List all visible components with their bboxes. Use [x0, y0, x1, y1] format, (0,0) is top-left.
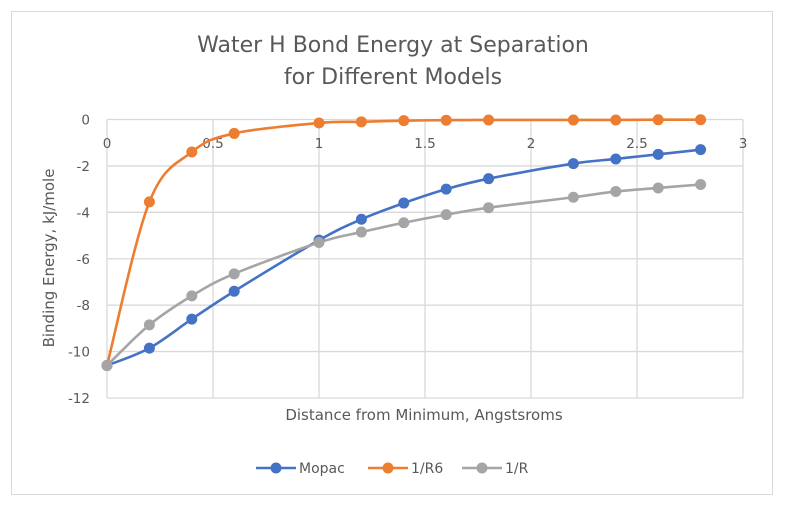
x-tick-label: 1 [315, 136, 324, 152]
chart-title-line1: Water H Bond Energy at Separation [197, 33, 589, 58]
chart-title-line2: for Different Models [283, 65, 503, 90]
y-tick-label: -10 [68, 345, 90, 361]
data-point-mopac [186, 313, 198, 325]
x-tick-label: 3 [739, 136, 748, 152]
y-tick-label: -8 [77, 298, 90, 314]
series-line-1-r [106, 183, 701, 367]
data-point-mopac [355, 213, 367, 225]
chart-area [11, 11, 773, 495]
data-point-1-r [313, 237, 325, 249]
data-point-1-r [610, 185, 622, 197]
data-point-1-r6 [228, 127, 240, 139]
legend-item: Mopac [256, 461, 345, 477]
y-axis-label: Binding Energy, kJ/mole [40, 169, 58, 348]
y-tick-label: -4 [77, 205, 90, 221]
data-point-1-r [228, 268, 240, 280]
y-tick-labels: 0 -2 -4 -6 -8 -10 -12 [68, 113, 90, 408]
x-tick-label: 1.5 [414, 136, 435, 152]
y-tick-label: 0 [81, 113, 90, 129]
data-point-1-r6 [483, 114, 495, 126]
data-point-mopac [440, 183, 452, 195]
data-point-1-r [440, 209, 452, 221]
x-tick-label: 0 [103, 136, 112, 152]
series-line-mopac [106, 148, 701, 367]
data-point-mopac [398, 197, 410, 209]
data-point-1-r6 [355, 116, 367, 128]
gridlines [106, 118, 744, 399]
data-point-1-r6 [610, 114, 622, 126]
data-point-mopac [143, 342, 155, 354]
data-point-1-r [567, 191, 579, 203]
legend: Mopac 1/R6 1/R [256, 461, 529, 477]
data-point-1-r [695, 178, 707, 190]
data-point-1-r6 [440, 114, 452, 126]
data-point-1-r [483, 202, 495, 214]
data-point-1-r6 [398, 115, 410, 127]
data-point-1-r [652, 182, 664, 194]
data-point-mopac [483, 173, 495, 185]
data-point-1-r6 [567, 114, 579, 126]
data-point-1-r [398, 217, 410, 229]
data-point-mopac [652, 148, 664, 160]
data-point-mopac [610, 153, 622, 165]
data-point-1-r6 [186, 146, 198, 158]
data-point-1-r [143, 319, 155, 331]
data-point-mopac [228, 285, 240, 297]
y-tick-label: -12 [68, 391, 90, 407]
data-point-1-r [186, 290, 198, 302]
legend-label: 1/R [505, 461, 529, 477]
legend-label: 1/R6 [411, 461, 443, 477]
x-tick-labels: 0 0.5 1 1.5 2 2.5 3 [103, 136, 748, 152]
data-point-1-r [355, 226, 367, 238]
data-point-1-r6 [313, 117, 325, 129]
legend-item: 1/R6 [368, 461, 443, 477]
y-tick-label: -6 [77, 252, 90, 268]
x-axis-label: Distance from Minimum, Angstsroms [285, 406, 563, 424]
x-tick-label: 2.5 [626, 136, 647, 152]
series-points [101, 114, 707, 372]
legend-item: 1/R [462, 461, 529, 477]
legend-marker-dot [270, 462, 282, 474]
data-point-1-r6 [143, 196, 155, 208]
y-tick-label: -2 [77, 159, 90, 175]
data-point-1-r [101, 360, 113, 372]
data-point-mopac [567, 158, 579, 170]
data-point-mopac [695, 144, 707, 156]
legend-label: Mopac [299, 461, 345, 477]
x-tick-label: 2 [527, 136, 536, 152]
data-point-1-r6 [695, 114, 707, 126]
data-point-1-r6 [652, 114, 664, 126]
legend-marker-dot [382, 462, 394, 474]
legend-marker-dot [476, 462, 488, 474]
